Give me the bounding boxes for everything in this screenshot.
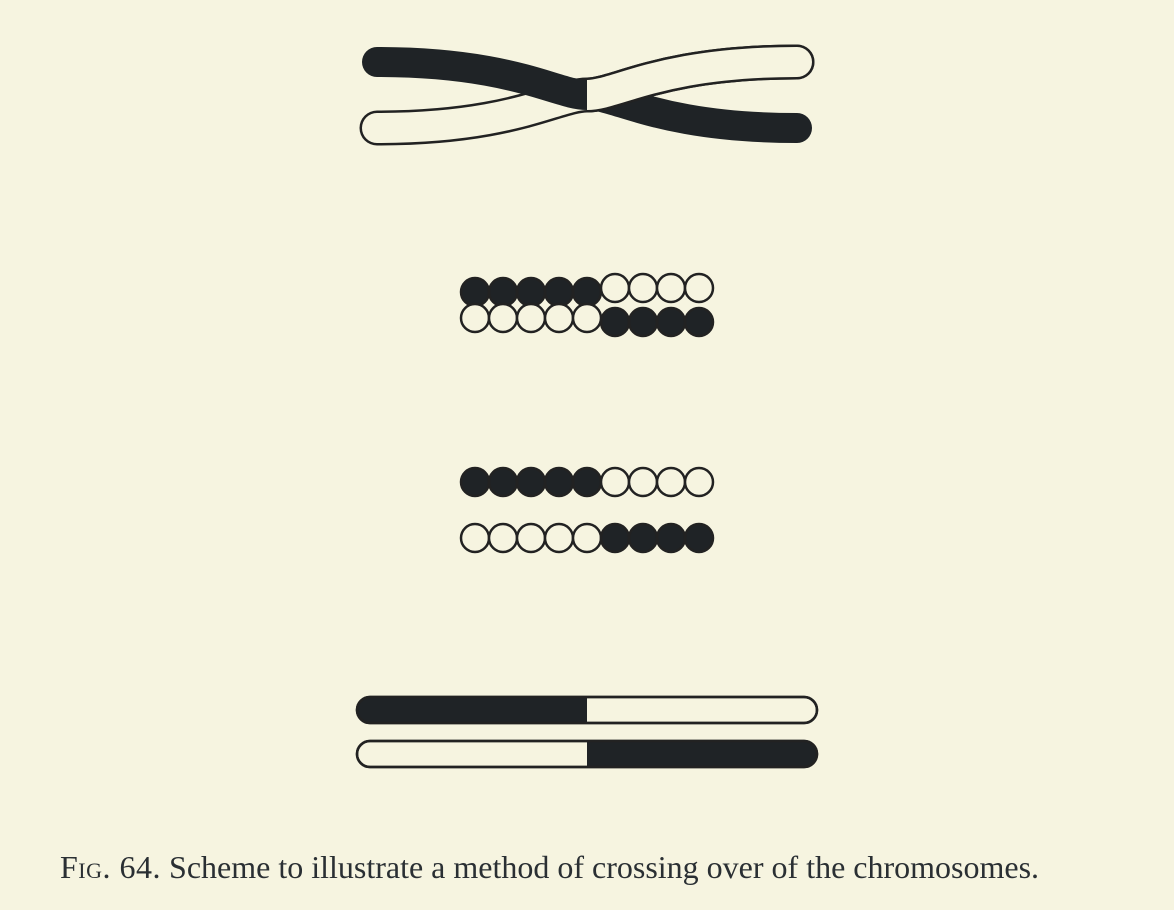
rod xyxy=(357,741,817,767)
figure-caption: Fig. 64. Scheme to illustrate a method o… xyxy=(60,845,1144,890)
panel-recombinant-rods xyxy=(357,697,817,767)
panel-beads-paired xyxy=(461,274,713,336)
panel-crossed-strands xyxy=(377,62,797,128)
crossing-over-diagram xyxy=(0,0,1174,820)
diagram-canvas-wrap xyxy=(0,0,1174,825)
rod xyxy=(357,697,817,723)
figure-label: Fig. 64. xyxy=(60,849,161,885)
figure-page: Fig. 64. Scheme to illustrate a method o… xyxy=(0,0,1174,910)
panel-beads-separated xyxy=(461,468,713,552)
figure-caption-text: Scheme to illustrate a method of crossin… xyxy=(169,849,1039,885)
